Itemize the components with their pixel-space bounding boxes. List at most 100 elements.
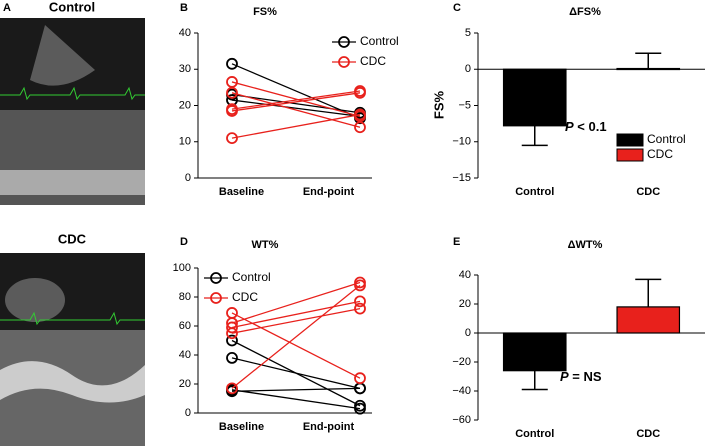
bar (616, 306, 681, 334)
subject-line (231, 99, 361, 118)
echo-sector (30, 25, 95, 86)
subject-point (354, 86, 366, 99)
panel-letter: D (180, 236, 188, 248)
legend-label: Control (232, 270, 271, 284)
chart-title: ΔWT% (568, 239, 603, 251)
y-tick-label: 0 (185, 407, 191, 419)
y-tick-label: −40 (452, 385, 471, 397)
annotation-italic: P (565, 119, 574, 134)
annotation-italic: P (560, 369, 569, 384)
x-tick-label: Control (515, 428, 554, 440)
subject-point (226, 86, 238, 99)
x-tick-label: Control (515, 186, 554, 198)
legend-marker (210, 272, 222, 284)
subject-line (231, 387, 361, 392)
legend-marker (338, 36, 350, 48)
subject-line (231, 284, 361, 389)
subject-point (354, 121, 366, 134)
m-mode-band (0, 361, 145, 403)
image-label: CDC (58, 231, 87, 246)
x-tick-label: Baseline (219, 186, 264, 198)
subject-line (231, 389, 361, 410)
y-tick-label: −60 (452, 414, 471, 426)
bar (502, 332, 567, 372)
legend-label: Control (647, 132, 686, 146)
subject-line (231, 281, 361, 324)
subject-line (231, 90, 361, 110)
y-tick-label: 5 (465, 27, 471, 39)
chart-title: WT% (252, 239, 279, 251)
x-tick-label: End-point (303, 421, 355, 433)
ecg-trace (0, 311, 145, 326)
subject-line (231, 93, 361, 114)
y-tick-label: 10 (179, 136, 191, 148)
subject-point (226, 327, 238, 340)
panel-letter: A (3, 2, 11, 14)
subject-point (354, 302, 366, 315)
legend-marker (210, 292, 222, 304)
echo-sector (5, 278, 65, 322)
x-tick-label: End-point (303, 186, 355, 198)
y-tick-label: −15 (452, 172, 471, 184)
subject-line (231, 81, 361, 118)
y-tick-label: 40 (179, 349, 191, 361)
annotation: P = NS (560, 369, 602, 384)
chart-title: FS% (253, 6, 277, 18)
legend-swatch (616, 133, 644, 147)
chart-panel: B FS% 0 10 20 30 40 Baseline End-point Control CDC (179, 2, 399, 198)
y-tick-label: 20 (179, 378, 191, 390)
subject-point (354, 402, 366, 415)
y-tick-label: 100 (173, 262, 191, 274)
bar (502, 68, 567, 127)
y-tick-label: 30 (179, 63, 191, 75)
subject-point (354, 108, 366, 121)
y-tick-label: 80 (179, 291, 191, 303)
y-tick-label: 0 (185, 172, 191, 184)
m-mode-band (0, 170, 145, 195)
subject-point (354, 372, 366, 385)
bar (616, 67, 681, 71)
chart-panel: D WT% 0 20 40 60 80 100 Baseline End-point Control… (173, 236, 372, 433)
y-tick-label: −5 (458, 99, 471, 111)
subject-point (354, 295, 366, 308)
subject-line (231, 113, 361, 139)
subject-line (231, 300, 361, 329)
y-tick-label: 20 (459, 298, 471, 310)
chart-title: ΔFS% (569, 6, 601, 18)
legend-label: Control (360, 34, 399, 48)
y-tick-label: −20 (452, 356, 471, 368)
subject-point (226, 105, 238, 117)
y-tick-label: 40 (179, 27, 191, 39)
y-tick-label: 20 (179, 99, 191, 111)
subject-line (231, 357, 361, 389)
legend-label: CDC (232, 290, 258, 304)
subject-point (354, 279, 366, 292)
legend-label: CDC (647, 147, 673, 161)
subject-point (226, 382, 238, 395)
x-tick-label: CDC (636, 428, 660, 440)
ecg-trace (0, 86, 145, 101)
x-tick-label: CDC (636, 186, 660, 198)
x-tick-label: Baseline (219, 421, 264, 433)
y-axis-label: FS% (431, 90, 446, 119)
y-tick-label: 0 (465, 63, 471, 75)
y-tick-label: 40 (459, 269, 471, 281)
chart-panel: E ΔWT% −60 −40 −20 0 20 40 Control CDC P = NS (452, 236, 705, 440)
subject-point (226, 334, 238, 347)
y-tick-label: 0 (465, 327, 471, 339)
panel-letter: B (180, 2, 188, 14)
panel-letter: E (453, 236, 460, 248)
subject-point (226, 132, 238, 145)
subject-line (231, 307, 361, 334)
legend-label: CDC (360, 54, 386, 68)
subject-point (226, 351, 238, 364)
y-tick-label: −10 (452, 136, 471, 148)
legend-swatch (616, 148, 644, 162)
subject-point (226, 321, 238, 334)
annotation-text: = NS (569, 369, 602, 384)
legend-marker (338, 56, 350, 68)
subject-line (231, 92, 361, 112)
annotation: P < 0.1 (565, 119, 607, 134)
